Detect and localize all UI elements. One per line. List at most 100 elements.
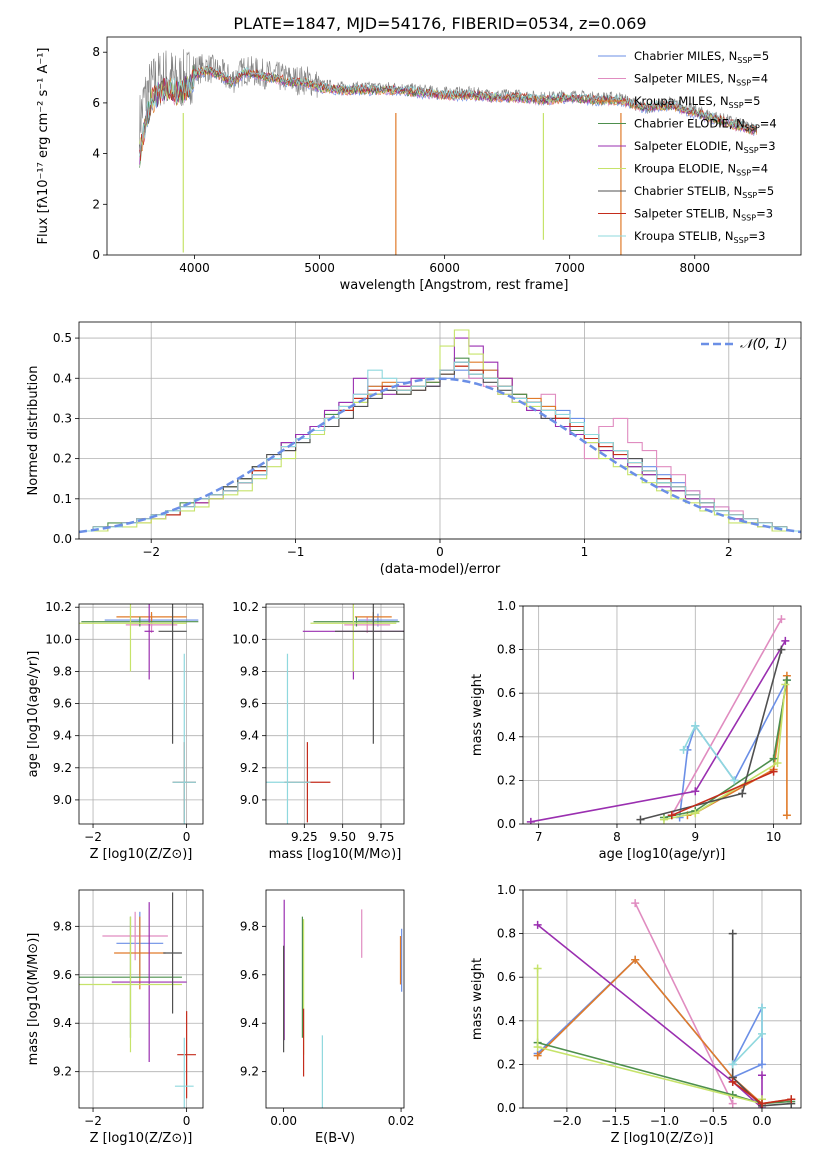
x-axis-label: age [log10(age/yr)] [599, 847, 726, 862]
legend-entry: Chabrier MILES, NSSP=5 [634, 49, 769, 65]
mass-weight-marker [728, 1099, 737, 1108]
mass-weight-marker [533, 1051, 542, 1060]
y-tick-label: 0.4 [53, 371, 72, 385]
x-tick-label: 0 [183, 830, 191, 844]
legend-entry: Kroupa MILES, NSSP=5 [634, 94, 760, 110]
mass-weight-marker [757, 1071, 766, 1080]
y-axis-label: mass weight [470, 674, 485, 756]
y-tick-label: 10.2 [232, 600, 259, 614]
mass-weight-marker [757, 1003, 766, 1012]
mass-weight-line [640, 649, 783, 821]
mass-weight-marker [691, 787, 700, 796]
model-spectrum-line [139, 64, 758, 158]
y-tick-label: 10.0 [232, 632, 259, 646]
x-tick-label: 8000 [679, 261, 710, 275]
x-tick-label: −1 [287, 545, 305, 559]
x-tick-label: −2 [84, 1114, 102, 1128]
y-tick-label: 9.6 [53, 968, 72, 982]
plot-area-age_vs_Z [79, 604, 199, 824]
y-tick-label: 9.8 [53, 664, 72, 678]
x-tick-label: 7000 [554, 261, 585, 275]
mass-weight-line [671, 770, 774, 817]
y-tick-label: 9.6 [240, 968, 259, 982]
axes-frame [522, 889, 802, 1109]
mass-weight-marker [738, 789, 747, 798]
x-tick-label: 7 [535, 830, 543, 844]
panel-residuals: −2 −1 0 1 2 0.0 0.1 0.2 0.3 0.4 0.5 (data-model)/er… [26, 321, 802, 577]
mass-weight-marker [667, 811, 676, 820]
plot-area-weight_vs_age [526, 615, 791, 824]
plot-area-residuals [79, 329, 801, 534]
y-tick-label: 0.8 [497, 643, 516, 657]
panel-weight_vs_Z: −2.0 −1.5 −1.0 −0.5 0.0 0.0 0.2 0.4 0.6 0.8 1.0 Z [… [470, 883, 802, 1146]
x-tick-label: 0 [436, 545, 444, 559]
mass-weight-marker [526, 817, 535, 824]
mass-weight-marker [636, 815, 645, 824]
x-axis-label: (data-model)/error [380, 562, 501, 577]
mass-weight-line [671, 618, 783, 816]
y-tick-label: 10.2 [45, 600, 72, 614]
y-tick-label: 0.3 [53, 411, 72, 425]
panel-mass_vs_ebv: 0.00 0.02 9.2 9.4 9.6 9.8 E(B-V) [240, 889, 415, 1146]
x-tick-label: −2.0 [552, 1114, 581, 1128]
mass-weight-marker [781, 680, 790, 689]
x-tick-label: 9.75 [368, 830, 395, 844]
legend-entry: Salpeter STELIB, NSSP=3 [634, 207, 773, 223]
x-tick-label: 9.25 [291, 830, 318, 844]
mass-weight-marker [769, 754, 778, 763]
mass-weight-marker [691, 721, 700, 730]
x-tick-label: −1.0 [650, 1114, 679, 1128]
mass-weight-marker [757, 1029, 766, 1038]
figure-title: PLATE=1847, MJD=54176, FIBERID=0534, z=0… [233, 14, 646, 33]
x-tick-label: 6000 [429, 261, 460, 275]
y-tick-label: 0.0 [53, 532, 72, 546]
x-axis-label: wavelength [Angstrom, rest frame] [340, 278, 569, 293]
legend-entry: Salpeter ELODIE, NSSP=3 [634, 139, 776, 155]
mass-weight-marker [691, 809, 700, 818]
y-axis-label: Normed distribution [26, 366, 41, 496]
y-tick-label: 0.8 [497, 927, 516, 941]
y-tick-label: 0.2 [497, 773, 516, 787]
axes-frame [78, 889, 204, 1109]
mass-weight-marker [787, 1095, 796, 1104]
x-axis-label: Z [log10(Z/Z⊙)] [90, 1131, 193, 1146]
plot-area-age_vs_mass [266, 604, 404, 824]
y-tick-label: 9.4 [53, 1016, 72, 1030]
y-tick-label: 9.8 [53, 919, 72, 933]
mass-weight-marker [782, 811, 791, 820]
x-tick-label: 0.02 [388, 1114, 415, 1128]
y-tick-label: 9.4 [240, 1016, 259, 1030]
x-tick-label: 0.00 [270, 1114, 297, 1128]
y-tick-label: 0.6 [497, 970, 516, 984]
mass-weight-line [731, 933, 792, 1107]
panel-age_vs_mass: 9.25 9.50 9.75 9.0 9.2 9.4 9.6 9.8 10.0 10.2 mass … [232, 600, 405, 862]
y-tick-label: 0.0 [497, 1101, 516, 1115]
x-axis-label: mass [log10(M/M⊙)] [269, 847, 402, 862]
panel-spectrum: 4000 5000 6000 7000 8000 0 2 4 6 8 wavelength [Ang… [36, 36, 802, 293]
panel-weight_vs_age: 7 8 9 10 0.0 0.2 0.4 0.6 0.8 1.0 age [log10(age/yr… [470, 599, 802, 862]
x-tick-label: −1.5 [601, 1114, 630, 1128]
y-axis-label: Flux [fλ10⁻¹⁷ erg cm⁻² s⁻¹ A⁻¹] [36, 48, 51, 245]
mass-weight-marker [777, 615, 786, 624]
y-axis-label: mass weight [470, 958, 485, 1040]
y-tick-label: 9.6 [240, 697, 259, 711]
y-tick-label: 9.4 [53, 729, 72, 743]
mass-weight-marker [679, 745, 688, 754]
axes-frame [265, 603, 405, 825]
y-tick-label: 0.2 [53, 452, 72, 466]
y-tick-label: 9.4 [240, 729, 259, 743]
x-tick-label: 9.50 [329, 830, 356, 844]
y-tick-label: 0.4 [497, 1014, 516, 1028]
axes-frame [78, 603, 204, 825]
axes-frame [522, 605, 802, 825]
x-tick-label: 4000 [179, 261, 210, 275]
y-tick-label: 9.0 [53, 793, 72, 807]
mass-weight-line [537, 924, 763, 1108]
y-tick-label: 1.0 [497, 599, 516, 613]
y-tick-label: 2 [92, 197, 100, 211]
plot-area-weight_vs_Z [533, 899, 796, 1108]
mass-weight-marker [757, 1099, 766, 1108]
y-tick-label: 9.8 [240, 919, 259, 933]
x-tick-label: 5000 [304, 261, 335, 275]
